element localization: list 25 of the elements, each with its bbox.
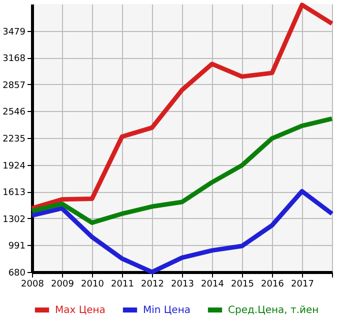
line-series	[30, 2, 334, 211]
x-tick-label: 2016	[261, 280, 284, 290]
x-tick-label: 2013	[171, 280, 194, 290]
x-tick-label: 2008	[21, 280, 44, 290]
y-tick-label: 680	[8, 268, 26, 278]
y-tick-label: 1613	[2, 188, 26, 198]
y-tick-label: 2235	[2, 134, 26, 144]
y-tick-label: 2546	[2, 108, 26, 118]
line-series	[30, 116, 334, 225]
y-tick-label: 1924	[2, 161, 26, 172]
x-tick-label: 2009	[51, 280, 74, 290]
y-tick-label: 2857	[2, 80, 26, 91]
x-tick-label: 2014	[201, 280, 224, 290]
x-tick-label: 2010	[81, 280, 104, 290]
x-tick-label: 2017	[291, 280, 314, 290]
y-tick-label: 1302	[2, 214, 26, 225]
y-tick-label: 3168	[2, 54, 26, 64]
y-tick-label: 3479	[2, 27, 26, 38]
y-tick-label: 991	[8, 242, 26, 252]
legend-label: Сред.Цена, т.йен	[228, 305, 319, 316]
x-tick-label: 2015	[231, 280, 254, 290]
legend-label: Min Цена	[143, 305, 191, 316]
x-tick-label: 2011	[111, 280, 134, 290]
legend-label: Max Цена	[55, 305, 106, 316]
x-tick-label: 2012	[141, 280, 164, 290]
